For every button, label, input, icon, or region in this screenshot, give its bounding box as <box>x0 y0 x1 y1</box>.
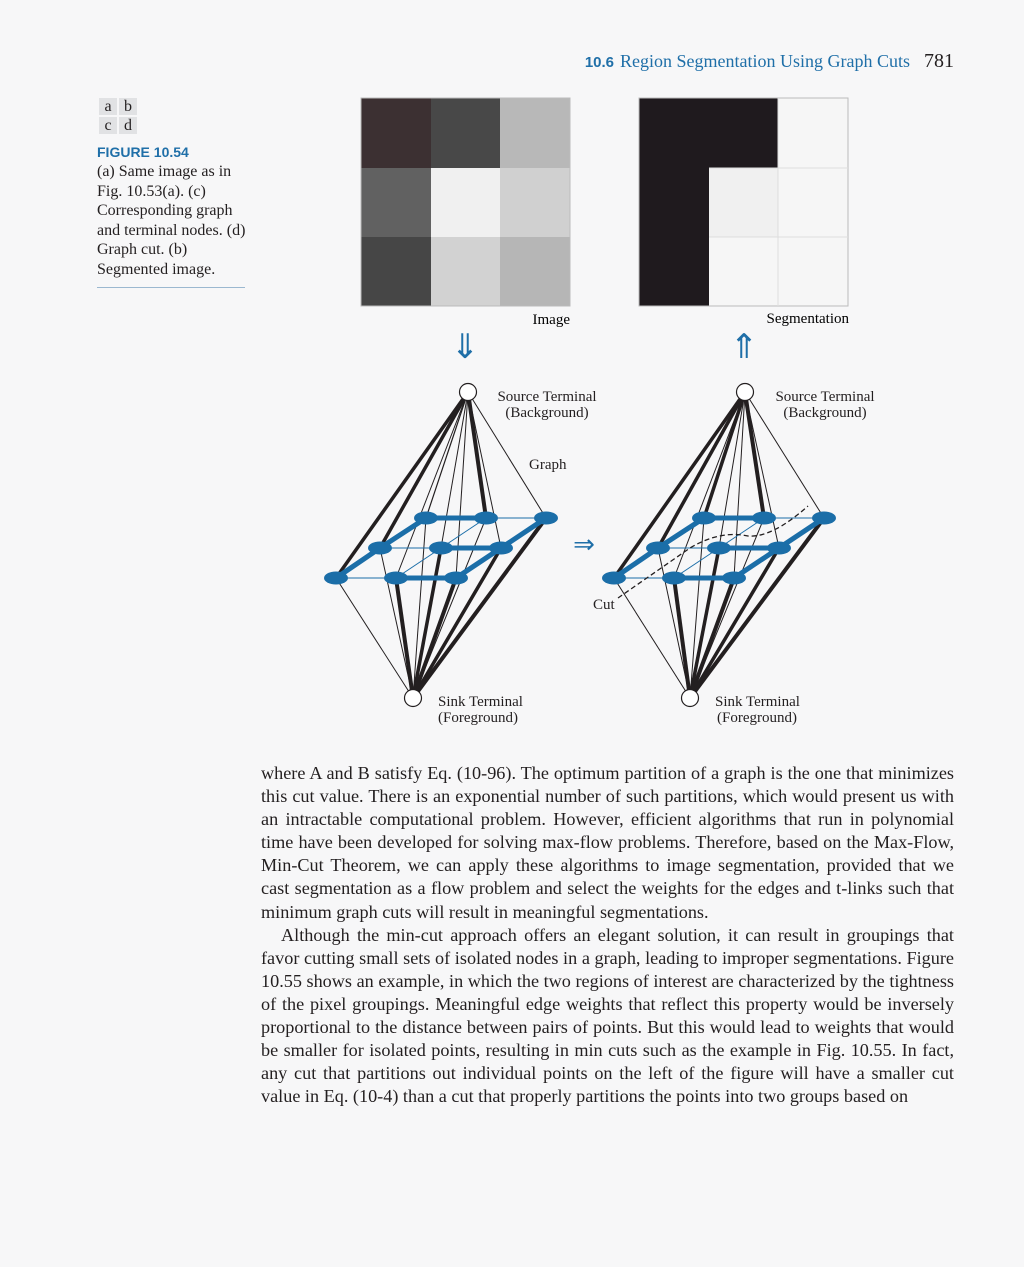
graph-node <box>444 571 468 585</box>
image-pixel-3 <box>361 168 431 237</box>
seg-pixel-3 <box>639 168 709 237</box>
graph-node <box>429 541 453 555</box>
cut-source-terminal <box>735 382 755 402</box>
running-header: 10.6 Region Segmentation Using Graph Cuts… <box>585 50 954 73</box>
panel-key-a: a <box>99 98 117 115</box>
panel-key-b: b <box>119 98 137 115</box>
source-label-left: Source Terminal <box>497 389 596 405</box>
segmentation-label: Segmentation <box>767 311 850 327</box>
segmentation-grid <box>638 97 849 307</box>
cut-graph-node <box>752 511 776 525</box>
cut-line <box>617 505 809 599</box>
sink-sub-label-right: (Foreground) <box>717 710 797 726</box>
figure-label: FIGURE 10.54 <box>97 144 189 160</box>
cut-graph-node <box>812 511 836 525</box>
image-grid <box>360 97 571 307</box>
seg-pixel-1 <box>709 98 778 168</box>
seg-pixel-2 <box>778 98 848 168</box>
right-arrow: ⇒ <box>573 530 595 560</box>
page-number: 781 <box>924 50 954 72</box>
seg-pixel-6 <box>639 237 709 306</box>
sink-sub-label-left: (Foreground) <box>438 710 518 726</box>
graph-label: Graph <box>529 457 567 473</box>
seg-pixel-8 <box>778 237 848 306</box>
sink-label-left: Sink Terminal <box>438 694 523 710</box>
graph-cut-figure: Image Segmentation ⇓ ⇑ ⇒ <box>324 97 875 726</box>
cut-source-tlinks <box>612 390 825 580</box>
image-pixel-0 <box>361 98 431 168</box>
cut-graph-node <box>707 541 731 555</box>
graph-node <box>489 541 513 555</box>
source-sub-label-right: (Background) <box>783 405 866 421</box>
paragraph-1: where A and B satisfy Eq. (10-96). The o… <box>261 763 954 922</box>
graph-pixel-nodes <box>324 511 558 585</box>
seg-pixel-4 <box>709 168 778 237</box>
cut-graph-node <box>722 571 746 585</box>
graph-sink-terminal <box>403 688 423 708</box>
figure-panel-key: a b c d <box>99 98 137 134</box>
graph-cut-panel <box>602 382 836 708</box>
cut-graph-node <box>692 511 716 525</box>
sink-label-right: Sink Terminal <box>715 694 800 710</box>
graph-node <box>384 571 408 585</box>
seg-pixel-5 <box>778 168 848 237</box>
source-label-right: Source Terminal <box>775 389 874 405</box>
section-number: 10.6 <box>584 54 615 71</box>
image-pixel-4 <box>431 168 500 237</box>
section-title: Region Segmentation Using Graph Cuts <box>620 51 910 71</box>
graph-node <box>474 511 498 525</box>
image-pixel-5 <box>500 168 570 237</box>
graph-sink-tlinks <box>335 516 548 700</box>
paragraph-2: Although the min-cut approach offers an … <box>261 924 954 1107</box>
graph-panel <box>324 382 558 708</box>
image-label: Image <box>533 312 571 328</box>
cut-graph-node <box>646 541 670 555</box>
graph-node <box>414 511 438 525</box>
graph-node <box>534 511 558 525</box>
cut-pixel-nodes <box>602 511 836 585</box>
image-pixel-1 <box>431 98 500 168</box>
seg-pixel-7 <box>709 237 778 306</box>
image-pixel-6 <box>361 237 431 306</box>
panel-key-c: c <box>99 117 117 134</box>
seg-pixel-0 <box>639 98 709 168</box>
image-pixel-8 <box>500 237 570 306</box>
image-pixel-2 <box>500 98 570 168</box>
cut-sink-terminal <box>680 688 700 708</box>
cut-graph-node <box>767 541 791 555</box>
cut-graph-node <box>602 571 626 585</box>
source-sub-label-left: (Background) <box>505 405 588 421</box>
up-arrow: ⇑ <box>730 327 759 367</box>
panel-key-d: d <box>119 117 137 134</box>
caption-text: (a) Same image as in Fig. 10.53(a). (c) … <box>97 163 246 278</box>
image-pixel-7 <box>431 237 500 306</box>
down-arrow: ⇓ <box>451 327 480 367</box>
caption-rule <box>97 287 245 288</box>
cut-graph-node <box>662 571 686 585</box>
cut-label: Cut <box>593 597 616 613</box>
graph-node <box>368 541 392 555</box>
graph-source-terminal <box>458 382 478 402</box>
graph-source-tlinks <box>334 390 547 580</box>
body-text: where A and B satisfy Eq. (10-96). The o… <box>261 762 954 1108</box>
graph-node <box>324 571 348 585</box>
figure-caption: FIGURE 10.54 (a) Same image as in Fig. 1… <box>97 144 247 288</box>
